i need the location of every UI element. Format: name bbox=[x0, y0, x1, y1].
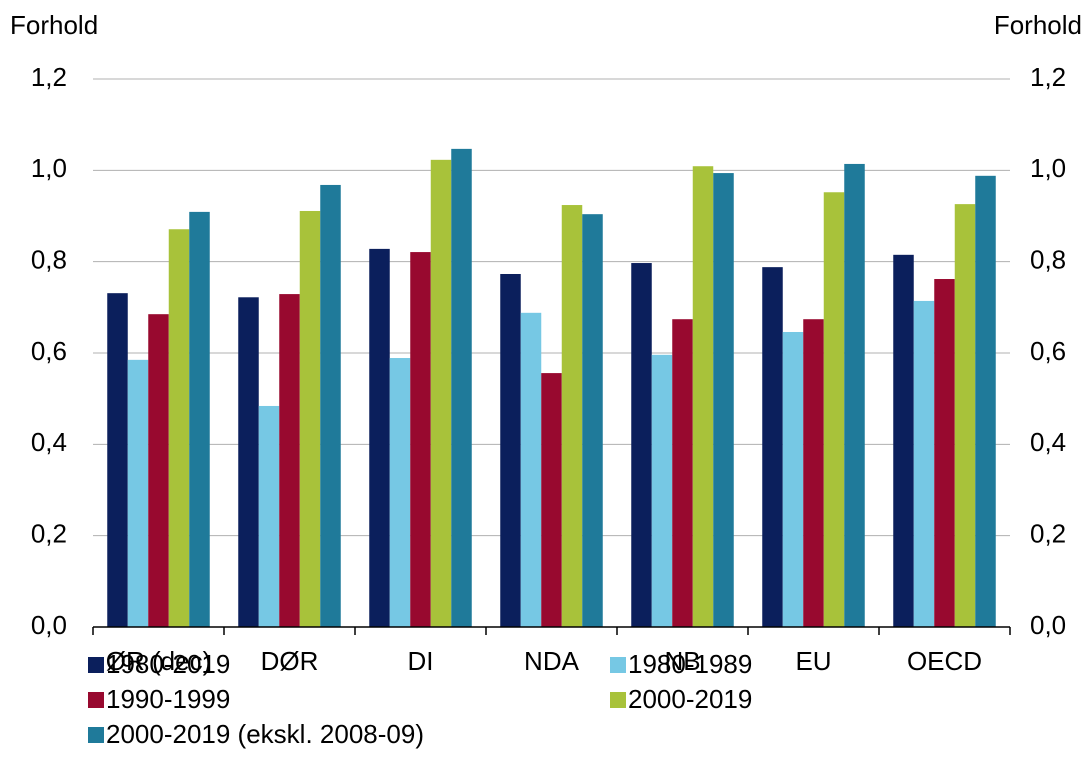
bar bbox=[320, 184, 341, 628]
y-axis-label: Forhold bbox=[10, 10, 98, 40]
bar bbox=[279, 294, 300, 627]
legend-label: 2000-2019 bbox=[628, 684, 752, 714]
y2-tick-label: 0,2 bbox=[1030, 519, 1066, 549]
x-tick-label: OECD bbox=[907, 646, 982, 676]
bar bbox=[803, 319, 824, 627]
legend-label: 1980-1989 bbox=[628, 649, 752, 679]
bar bbox=[148, 314, 169, 627]
bar bbox=[369, 248, 390, 627]
x-tick-label: DI bbox=[408, 646, 434, 676]
bar bbox=[762, 267, 783, 627]
bar bbox=[561, 205, 583, 628]
y-tick-label: 0,2 bbox=[31, 519, 67, 549]
y2-tick-label: 1,0 bbox=[1030, 153, 1066, 183]
bar bbox=[520, 312, 542, 627]
x-tick-label: NDA bbox=[524, 646, 580, 676]
y-tick-label: 1,0 bbox=[31, 153, 67, 183]
bar bbox=[844, 163, 865, 627]
legend-label: 2000-2019 (ekskl. 2008-09) bbox=[106, 719, 424, 749]
legend-swatch bbox=[610, 692, 626, 708]
bar bbox=[238, 297, 259, 627]
bar bbox=[672, 319, 693, 627]
bar bbox=[430, 159, 452, 627]
bar bbox=[823, 192, 845, 627]
x-tick-label: ØR (dec) bbox=[106, 646, 211, 676]
bar bbox=[913, 300, 935, 627]
bar bbox=[500, 273, 521, 627]
y2-tick-label: 1,2 bbox=[1030, 62, 1066, 92]
bar bbox=[410, 252, 431, 627]
legend-swatch bbox=[88, 657, 104, 673]
bar bbox=[582, 214, 603, 627]
bar bbox=[782, 331, 804, 627]
y-tick-label: 1,2 bbox=[31, 62, 67, 92]
bar bbox=[631, 263, 652, 627]
bar bbox=[189, 211, 210, 627]
bar bbox=[127, 359, 149, 627]
legend-label: 1980-2019 bbox=[106, 649, 230, 679]
bar bbox=[975, 175, 996, 627]
x-tick-label: EU bbox=[795, 646, 831, 676]
y2-tick-label: 0,8 bbox=[1030, 245, 1066, 275]
y2-tick-label: 0,0 bbox=[1030, 610, 1066, 640]
y-tick-label: 0,4 bbox=[31, 427, 67, 457]
y-tick-label: 0,6 bbox=[31, 336, 67, 366]
bar bbox=[651, 354, 673, 627]
x-tick-label: DØR bbox=[261, 646, 319, 676]
bar bbox=[107, 293, 128, 627]
legend-swatch bbox=[88, 692, 104, 708]
bar bbox=[299, 210, 321, 627]
y2-axis-label: Forhold bbox=[994, 10, 1082, 40]
x-tick-label: NB bbox=[664, 646, 700, 676]
bar bbox=[258, 405, 280, 627]
y2-tick-label: 0,4 bbox=[1030, 427, 1066, 457]
bar bbox=[934, 279, 955, 627]
bar bbox=[389, 358, 411, 627]
bar bbox=[451, 148, 472, 627]
bar bbox=[713, 173, 734, 627]
y2-tick-label: 0,6 bbox=[1030, 336, 1066, 366]
bar bbox=[893, 254, 914, 628]
legend-swatch bbox=[88, 727, 104, 743]
bar bbox=[692, 166, 714, 627]
y-tick-label: 0,0 bbox=[31, 610, 67, 640]
y-tick-label: 0,8 bbox=[31, 245, 67, 275]
bar bbox=[954, 204, 976, 628]
legend-swatch bbox=[610, 657, 626, 673]
bar bbox=[168, 229, 190, 627]
legend-label: 1990-1999 bbox=[106, 684, 230, 714]
bar bbox=[541, 373, 562, 627]
